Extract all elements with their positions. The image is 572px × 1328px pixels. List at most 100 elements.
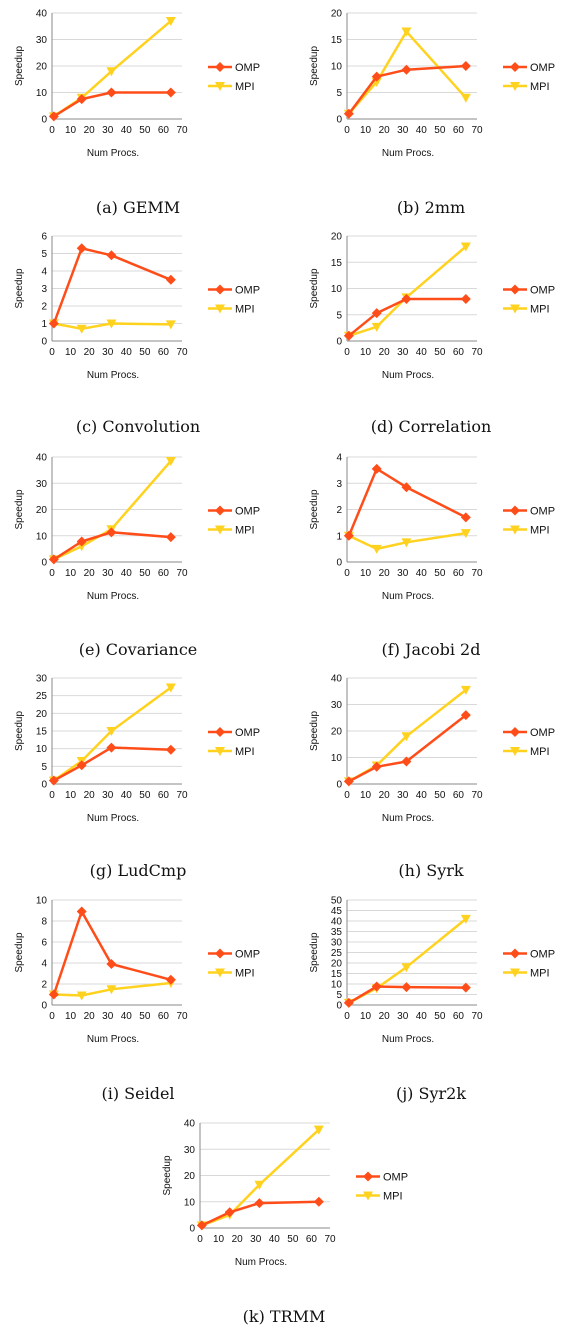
data-point-mpi (76, 324, 87, 334)
x-tick-label: 20 (379, 1011, 391, 1022)
x-tick-label: 0 (344, 347, 350, 358)
x-tick-label: 60 (158, 125, 170, 136)
x-tick-label: 70 (324, 1234, 336, 1245)
x-axis-label: Num Procs. (87, 148, 139, 159)
legend-label-omp: OMP (530, 727, 555, 739)
x-axis-label: Num Procs. (87, 370, 139, 381)
y-tick-label: 10 (184, 1197, 196, 1208)
x-axis-label: Num Procs. (382, 591, 434, 602)
x-tick-label: 10 (360, 1011, 372, 1022)
data-point-omp (165, 274, 176, 285)
y-tick-label: 6 (41, 232, 47, 243)
x-tick-label: 20 (84, 347, 96, 358)
subfigure-caption: (k) TRMM (243, 1307, 326, 1326)
series-line-omp (52, 247, 172, 324)
data-point-omp (401, 482, 412, 493)
x-tick-label: 70 (176, 125, 188, 136)
y-tick-label: 30 (36, 479, 48, 490)
subfigure-caption: (f) Jacobi 2d (382, 640, 481, 659)
y-tick-label: 5 (336, 310, 342, 321)
data-point-omp (76, 760, 87, 771)
x-tick-label: 60 (453, 125, 465, 136)
series-line-mpi (53, 686, 172, 782)
series-line-omp (53, 91, 171, 118)
y-tick-label: 10 (36, 896, 48, 907)
legend-marker-omp (215, 505, 225, 516)
x-tick-label: 0 (49, 347, 55, 358)
x-tick-label: 60 (453, 790, 465, 801)
legend-marker-omp (363, 1171, 373, 1182)
x-tick-label: 50 (139, 790, 151, 801)
x-tick-label: 50 (434, 568, 446, 579)
x-tick-label: 0 (49, 568, 55, 579)
y-tick-label: 3 (41, 284, 47, 295)
x-tick-label: 20 (379, 347, 391, 358)
y-tick-label: 40 (36, 9, 48, 20)
x-tick-label: 0 (197, 1234, 203, 1245)
data-point-omp (371, 981, 382, 992)
x-tick-label: 50 (434, 790, 446, 801)
data-point-mpi (460, 685, 471, 695)
x-tick-label: 50 (139, 347, 151, 358)
y-tick-label: 20 (36, 62, 48, 73)
y-tick-label: 5 (41, 249, 47, 260)
subfigure-caption: (d) Correlation (371, 417, 492, 436)
data-point-omp (401, 64, 412, 75)
data-point-mpi (460, 93, 471, 103)
data-point-omp (106, 527, 117, 538)
x-axis-label: Num Procs. (87, 813, 139, 824)
x-tick-label: 40 (269, 1234, 281, 1245)
x-tick-label: 10 (65, 347, 77, 358)
x-axis-label: Num Procs. (382, 813, 434, 824)
x-tick-label: 50 (139, 125, 151, 136)
x-axis-label: Num Procs. (382, 370, 434, 381)
y-axis-label: Speedup (14, 711, 25, 751)
legend-label-mpi: MPI (235, 81, 255, 93)
legend-marker-omp (510, 62, 520, 72)
y-tick-label: 4 (336, 453, 342, 464)
data-point-omp (460, 294, 471, 304)
chart-4: 0 10 20 30 40 0 10 20 30 40 50 60 70 Num Procs. Speedu… (14, 453, 260, 660)
y-tick-label: 3 (336, 479, 342, 490)
y-tick-label: 0 (41, 115, 47, 126)
legend-label-omp: OMP (383, 1172, 408, 1184)
subfigure-caption: (c) Convolution (76, 417, 200, 436)
y-tick-label: 40 (331, 917, 343, 928)
legend-label-omp: OMP (530, 506, 555, 518)
data-point-omp (106, 959, 117, 970)
series-line-mpi (348, 531, 467, 551)
legend-marker-mpi (510, 304, 520, 314)
series-line-omp (347, 64, 466, 115)
series-line-omp (201, 1200, 319, 1227)
data-point-omp (76, 536, 87, 547)
y-tick-label: 20 (331, 959, 343, 970)
legend-label-mpi: MPI (530, 525, 550, 537)
y-tick-label: 20 (184, 1171, 196, 1182)
series-line-mpi (53, 322, 171, 331)
y-tick-label: 0 (336, 115, 342, 126)
y-axis-label: Speedup (309, 711, 320, 751)
data-point-omp (343, 776, 354, 787)
x-axis-label: Num Procs. (235, 1257, 287, 1268)
chart-3: 0 5 10 15 20 0 10 20 30 40 50 60 70 Num Procs. Speedup… (309, 232, 555, 437)
x-tick-label: 30 (102, 1011, 114, 1022)
x-tick-label: 40 (121, 568, 133, 579)
y-axis-label: Speedup (162, 1155, 173, 1195)
series-line-omp (53, 746, 171, 782)
y-tick-label: 25 (36, 691, 48, 702)
data-point-omp (371, 71, 382, 82)
legend-label-mpi: MPI (235, 304, 255, 316)
legend-label-mpi: MPI (530, 81, 550, 93)
x-tick-label: 10 (360, 347, 372, 358)
series-line-omp (348, 297, 466, 337)
legend-marker-mpi (215, 968, 225, 978)
legend-marker-mpi (363, 1191, 373, 1201)
data-point-mpi (254, 1180, 265, 1190)
x-tick-label: 70 (471, 568, 483, 579)
x-tick-label: 60 (453, 568, 465, 579)
data-point-mpi (401, 27, 412, 37)
x-tick-label: 70 (471, 1011, 483, 1022)
data-point-mpi (165, 320, 176, 330)
legend-marker-omp (215, 62, 225, 72)
